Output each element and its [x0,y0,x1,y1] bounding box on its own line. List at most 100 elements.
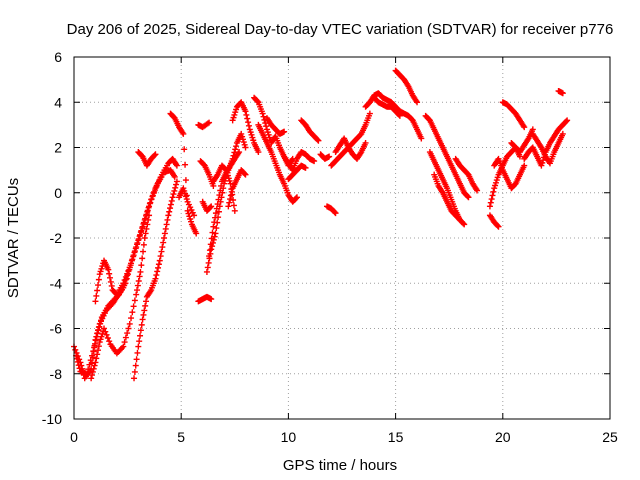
data-point [89,352,96,359]
data-point [134,349,141,356]
data-point [248,131,255,138]
data-point [106,270,113,277]
data-point [156,257,163,264]
data-point [259,110,266,117]
data-point [162,225,169,232]
data-point [242,144,249,151]
data-point [133,291,140,298]
data-point [182,190,189,197]
data-point [74,355,81,362]
data-point [128,315,135,322]
data-point [173,178,180,185]
series-track-m [203,130,249,275]
series-track-h [176,185,198,219]
x-tick-label: 20 [495,429,511,445]
data-point [120,280,127,287]
data-point [212,230,219,237]
data-point [124,270,131,277]
data-point [211,233,218,240]
data-point [148,196,155,203]
data-point [461,221,468,228]
data-point [489,192,496,199]
y-tick-label: 4 [54,94,62,110]
data-point [76,365,83,372]
series-track-d [92,257,133,305]
series-track-am [508,126,536,156]
x-tick-label: 10 [281,429,297,445]
series-track-i [195,119,213,131]
data-point [97,336,104,343]
data-point [332,210,339,217]
data-point [230,196,237,203]
data-point [140,241,147,248]
data-points [71,67,571,382]
series-track-w [298,117,322,144]
data-point [184,207,191,214]
data-point [456,215,463,222]
y-axis-label: SDTVAR / TECUs [5,178,22,298]
data-point [182,177,189,184]
series-track-s [255,121,300,205]
data-point [85,366,92,373]
data-point [204,264,211,271]
data-point [74,358,81,365]
data-point [326,153,333,160]
data-point [464,193,471,200]
data-point [213,225,220,232]
data-point [120,343,127,350]
data-point [210,223,217,230]
x-tick-label: 0 [70,429,78,445]
data-point [494,222,501,229]
data-point [155,264,162,271]
data-point [170,191,177,198]
data-point [183,196,190,203]
data-point [153,183,160,190]
data-point [152,151,159,158]
data-point [121,339,128,346]
data-point [124,330,131,337]
data-point [187,215,194,222]
data-point [209,229,216,236]
data-point [229,117,236,124]
data-point [226,199,233,206]
data-point [94,351,101,358]
y-tick-label: 2 [54,140,62,156]
data-point [161,235,168,241]
series-track-p [225,167,249,210]
data-point [181,146,188,153]
data-point [208,296,215,303]
data-point [494,174,501,181]
data-point [87,357,94,364]
y-tick-label: 6 [54,49,62,65]
series-track-q [229,99,262,156]
data-point [204,120,211,127]
data-point [224,172,231,179]
data-point [75,362,82,369]
data-point [131,297,138,304]
data-point [266,134,273,141]
series-track-u [281,149,318,174]
data-point [126,264,133,271]
series-track-x [317,151,333,162]
data-point [185,201,192,208]
data-point [134,282,141,289]
data-point [92,337,99,344]
data-point [155,261,162,268]
data-point [160,239,167,246]
chart-title: Day 206 of 2025, Sidereal Day-to-day VTE… [67,21,614,38]
series-track-ak [491,155,528,192]
data-point [134,287,141,294]
data-point [223,167,230,174]
data-point [246,126,253,133]
data-point [521,124,528,131]
data-point [227,192,234,199]
data-point [486,203,493,210]
data-point [151,152,158,159]
data-point [564,117,571,124]
series-track-ad [371,94,403,119]
data-point [86,361,93,368]
data-point [138,262,145,269]
series-track-y [323,203,339,217]
data-point [122,273,129,280]
data-point [108,282,115,289]
